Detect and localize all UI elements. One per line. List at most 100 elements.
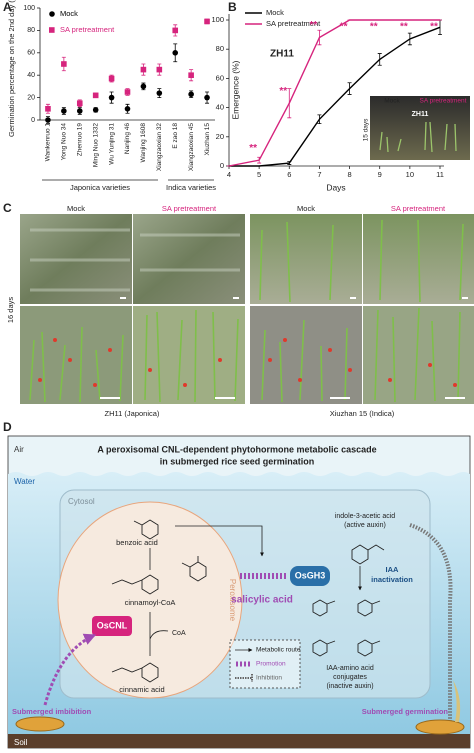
layer-label: Soil [14,738,28,747]
x-tick-label: 11 [436,170,444,179]
x-axis-label: Days [326,182,345,192]
photo-caption: Xiuzhan 15 (Indica) [330,409,395,418]
molecules [111,519,385,683]
error-bar [377,53,382,66]
marker [108,75,115,82]
y-tick-label: 100 [23,5,35,12]
y-axis-label: Germination percentage on the 2nd day (%… [7,0,16,137]
x-tick-label: Wankenruo 1 [45,123,52,162]
marker [45,117,51,123]
shoot [453,680,461,722]
compound: cinnamic acid [119,685,164,694]
compartment-label: Peroxisome [228,579,237,622]
promotion-arrow [43,633,97,706]
seed [15,716,65,732]
legend-label: SA pretreatment [60,25,115,34]
x-tick-label: 6 [287,170,291,179]
photo [250,306,362,404]
x-tick-label: E zao 18 [172,123,179,149]
marker [45,106,51,112]
error-bar [407,32,412,46]
legend-label: Metabolic route [256,647,301,654]
annotation: ** [340,22,348,33]
compound: indole-3-acetic acid [335,513,395,520]
annotation: ** [249,143,257,154]
photo-header: Mock [67,204,85,213]
x-tick-label: Xiangzaoxian 45 [188,123,195,171]
x-tick-label: Xiangzaoxian 32 [156,123,163,171]
x-tick-label: 10 [406,170,414,179]
x-tick-label: Ming Nuo 1332 [92,123,99,167]
chart-title: ZH11 [270,49,294,60]
marker [204,94,210,101]
y-tick-label: 20 [216,132,224,141]
compound: (active auxin) [344,522,386,529]
marker [61,108,67,114]
x-tick-label: 7 [317,170,321,179]
y-tick-label: 40 [216,103,224,112]
seedlings [29,219,464,403]
process-label: IAA [386,565,400,574]
error-bar [287,88,292,119]
panel-label: A [3,0,12,14]
y-tick-label: 40 [27,72,35,79]
peroxisome [57,501,243,699]
error-bar [287,161,292,165]
marker [76,108,83,114]
x-tick-label: Yong Nuo 34 [61,123,68,161]
enzyme: OsCNL [97,620,128,630]
compound: benzoic acid [116,538,158,547]
photo-header: SA pretreatment [162,204,217,213]
legend-label: SA pretreatment [266,19,321,28]
x-tick-label: 9 [378,170,382,179]
y-tick-label: 80 [216,44,224,53]
line [228,19,440,167]
x-tick-label: Wu Yunjing 31 [108,123,115,165]
photo-header: Mock [297,204,315,213]
photo [250,214,362,304]
soil [8,734,470,748]
y-tick-label: 60 [216,73,224,82]
legend-label: Inhibition [256,675,282,682]
seed-markers [38,338,457,387]
diagram-title: in submerged rice seed germination [160,456,315,466]
inset-label: SA pretreatment [420,98,467,105]
legend-marker [49,11,55,17]
error-bar [347,82,352,95]
panel-label: B [228,0,237,14]
metabolic-arrow [149,525,262,656]
annotation: ** [370,22,378,33]
y-tick-label: 80 [27,27,35,34]
legend-key [235,674,253,682]
panel-c: Mock SA pretreatment Mock SA pretreatmen… [6,204,474,418]
enzyme-box [290,566,330,586]
marker [156,66,163,73]
marker [92,92,99,99]
inset-duration: 15 days [363,118,370,142]
annotation: ** [279,86,287,97]
error-bar [317,29,322,46]
x-tick-label: 4 [227,170,231,179]
marker [61,61,67,67]
panel-label: D [3,420,12,434]
marker [124,89,131,95]
diagram-title: A peroxisomal CNL-dependent phytohormone… [97,444,376,454]
legend-label: Mock [60,9,78,18]
marker [124,106,131,112]
photo [133,306,245,404]
panel-d: A peroxisomal CNL-dependent phytohormone… [7,435,471,749]
line [229,26,441,167]
inset-photo [370,96,470,160]
scale-bar [100,297,468,399]
compound: (inactive auxin) [326,683,373,690]
layer-label: Air [14,445,24,454]
y-tick-label: 20 [27,94,35,101]
x-tick-label: Nanjing 46 [124,123,131,154]
compound: conjugates [333,674,367,681]
legend [229,639,301,689]
marker [140,83,147,90]
compound: IAA-amino acid [326,665,374,672]
enzyme: OsGH3 [295,570,326,580]
error-bar [257,156,262,164]
